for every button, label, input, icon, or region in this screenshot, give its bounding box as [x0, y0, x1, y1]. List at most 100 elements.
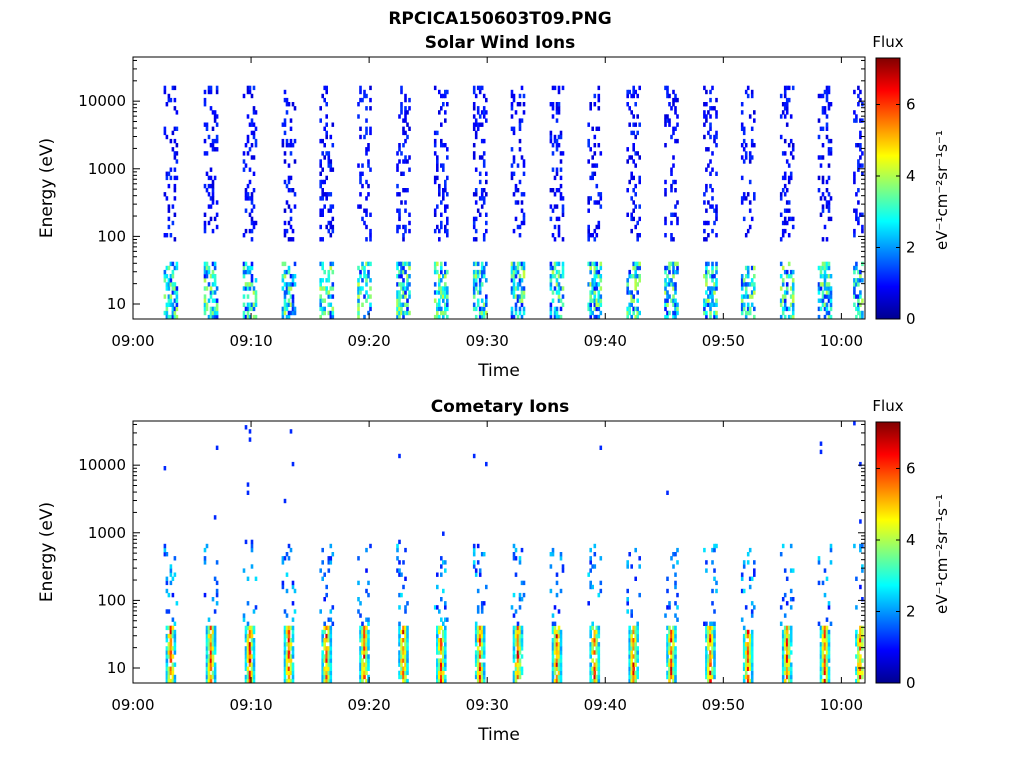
heatmap-cell [482, 151, 486, 156]
heatmap-cell [367, 159, 370, 164]
heatmap-cell [713, 674, 716, 680]
heatmap-cell [593, 102, 597, 107]
heatmap-cell [408, 212, 411, 217]
heatmap-cell [561, 564, 565, 569]
heatmap-cell [400, 592, 403, 598]
heatmap-cell [715, 143, 718, 148]
heatmap-cell [715, 114, 718, 119]
heatmap-cell [287, 143, 291, 148]
heatmap-cell [593, 633, 597, 639]
heatmap-cell [215, 122, 219, 127]
heatmap-cell [589, 625, 592, 631]
heatmap-cell [474, 572, 478, 577]
heatmap-cell [472, 269, 476, 275]
heatmap-cell [522, 212, 526, 217]
heatmap-cell [367, 183, 370, 189]
heatmap-cell [165, 134, 169, 140]
heatmap-cell [215, 212, 219, 217]
heatmap-cell [329, 233, 333, 238]
heatmap-cell [707, 130, 710, 136]
heatmap-cell [252, 654, 256, 659]
heatmap-cell [396, 298, 399, 303]
heatmap-cell [522, 102, 526, 107]
heatmap-cell [630, 650, 633, 655]
heatmap-cell [821, 274, 825, 279]
heatmap-cell [444, 143, 447, 148]
heatmap-cell [634, 224, 637, 230]
heatmap-cell [400, 642, 403, 647]
heatmap-cell [213, 609, 217, 614]
heatmap-cell [827, 605, 831, 610]
heatmap-cell [169, 302, 173, 307]
heatmap-cell [248, 654, 252, 659]
heatmap-cell [783, 302, 787, 307]
heatmap-cell [634, 192, 637, 197]
heatmap-cell [628, 552, 631, 557]
heatmap-cell [821, 650, 825, 655]
heatmap-cell [291, 678, 295, 684]
heatmap-cell [363, 666, 366, 671]
heatmap-cell [789, 269, 793, 275]
heatmap-cell [512, 543, 516, 549]
heatmap-cell [555, 654, 559, 659]
heatmap-cell [319, 298, 322, 303]
heatmap-cell [246, 625, 250, 631]
heatmap-cell [319, 163, 322, 168]
heatmap-cell [285, 286, 289, 291]
heatmap-cell [171, 302, 175, 307]
heatmap-cell [599, 286, 603, 291]
heatmap-cell [444, 306, 447, 312]
heatmap-cell [169, 233, 173, 238]
heatmap-cell [250, 261, 254, 267]
heatmap-cell [750, 89, 754, 95]
heatmap-cell [400, 654, 403, 659]
heatmap-cell [207, 175, 211, 181]
heatmap-cell [291, 302, 295, 307]
heatmap-cell [791, 290, 795, 295]
heatmap-cell [857, 294, 860, 299]
heatmap-cell [329, 167, 333, 172]
heatmap-cell [791, 216, 795, 222]
heatmap-cell [367, 269, 370, 275]
heatmap-cell [827, 633, 831, 639]
heatmap-cell [825, 282, 829, 287]
heatmap-cell [287, 265, 291, 271]
heatmap-cell [248, 437, 252, 442]
heatmap-cell [666, 490, 669, 495]
heatmap-cell [281, 306, 285, 312]
heatmap-cell [557, 633, 561, 639]
heatmap-cell [446, 269, 449, 275]
heatmap-cell [674, 666, 677, 671]
heatmap-cell [520, 298, 524, 303]
heatmap-cell [171, 204, 175, 209]
heatmap-cell [549, 130, 553, 136]
heatmap-cell [369, 261, 372, 267]
heatmap-cell [859, 642, 862, 647]
heatmap-cell [705, 654, 708, 659]
heatmap-cell [250, 642, 254, 647]
heatmap-cell [561, 237, 565, 242]
heatmap-cell [512, 646, 516, 651]
heatmap-cell [666, 290, 669, 295]
heatmap-cells-cometary [163, 421, 864, 684]
heatmap-cell [553, 605, 557, 610]
heatmap-cell [400, 302, 403, 307]
heatmap-cell [242, 159, 246, 164]
heatmap-cell [753, 568, 756, 573]
heatmap-cell [821, 143, 825, 148]
heatmap-cell [703, 192, 706, 197]
x-tick-label: 09:20 [348, 696, 391, 714]
heatmap-cell [557, 269, 561, 275]
heatmap-cell [357, 102, 360, 107]
heatmap-cell [482, 670, 486, 676]
heatmap-cell [593, 143, 597, 148]
heatmap-cell [250, 143, 254, 148]
heatmap-cell [446, 175, 449, 181]
heatmap-cell [599, 588, 603, 594]
heatmap-cell [291, 580, 295, 586]
heatmap-cell [664, 298, 667, 303]
heatmap-cell [402, 233, 405, 238]
heatmap-cell [171, 261, 175, 267]
heatmap-cell [173, 196, 177, 201]
heatmap-cell [595, 302, 599, 307]
